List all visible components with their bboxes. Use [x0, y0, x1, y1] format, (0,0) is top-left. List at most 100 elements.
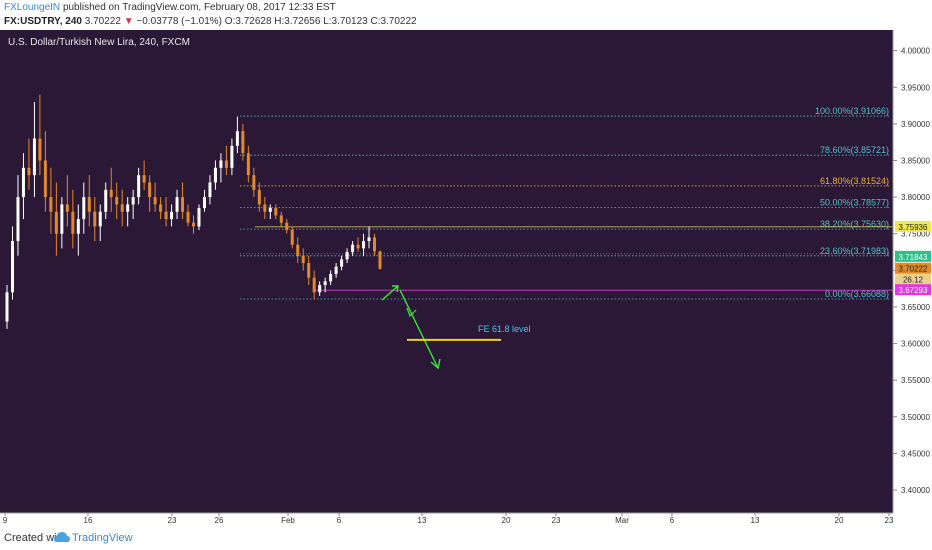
y-tick-label: 3.85000 — [901, 156, 930, 165]
x-tick-label: 13 — [751, 516, 760, 525]
x-tick-label: 13 — [418, 516, 427, 525]
candle-body — [378, 251, 382, 269]
y-tick-label: 3.50000 — [901, 413, 930, 422]
x-tick-label: 16 — [84, 516, 93, 525]
y-tick-label: 3.80000 — [901, 193, 930, 202]
arrow-head-icon — [406, 307, 417, 318]
fib-level-label: 38.20%(3.75630) — [820, 219, 889, 229]
x-tick-label: 6 — [670, 516, 675, 525]
candle-body — [5, 292, 9, 322]
symbol: FX:USDTRY, 240 — [4, 16, 82, 27]
candle-body — [164, 211, 168, 220]
y-tick-label: 3.95000 — [901, 83, 930, 92]
candle-body — [27, 167, 31, 176]
tradingview-brand[interactable]: TradingView — [72, 532, 133, 544]
candle-body — [148, 182, 152, 198]
ohlc-line: FX:USDTRY, 240 3.70222 ▼ −0.03778 (−1.01… — [4, 16, 417, 27]
fib-level-label: 50.00%(3.78577) — [820, 198, 889, 208]
price-badge — [895, 262, 931, 274]
arrow-head-icon — [392, 285, 399, 293]
candle-body — [257, 189, 261, 205]
candle-body — [213, 167, 217, 183]
candle-body — [43, 160, 47, 198]
price-badge — [895, 284, 931, 296]
candle-body — [274, 208, 278, 216]
candle-body — [235, 131, 239, 146]
x-tick-label: 9 — [3, 516, 8, 525]
chart-title: U.S. Dollar/Turkish New Lira, 240, FXCM — [8, 37, 190, 48]
candle-body — [153, 197, 157, 205]
candle-body — [137, 175, 141, 198]
fib-level-label: 23.60%(3.71983) — [820, 246, 889, 256]
price-chart[interactable]: U.S. Dollar/Turkish New Lira, 240, FXCM … — [0, 30, 932, 526]
created-with-text: Created with — [4, 532, 66, 544]
candle-body — [159, 204, 163, 212]
fe-target-label: FE 61.8 level — [478, 324, 531, 334]
x-tick-label: 20 — [835, 516, 844, 525]
candle-body — [142, 175, 146, 183]
candle-body — [170, 211, 174, 220]
candle-body — [285, 222, 289, 231]
candle-body — [93, 211, 97, 227]
candle-body — [109, 189, 113, 198]
x-tick-label: 23 — [552, 516, 561, 525]
candle-body — [268, 208, 272, 212]
candle-body — [126, 204, 130, 212]
candle-body — [49, 197, 53, 212]
price-badge — [895, 273, 931, 285]
candle-body — [186, 211, 190, 223]
candle-body — [104, 189, 108, 212]
candle-body — [312, 277, 316, 293]
price-badge-label: 26.12 — [903, 275, 924, 284]
candle-body — [175, 197, 179, 212]
down-arrow-icon: ▼ — [123, 16, 134, 27]
candle-body — [296, 244, 300, 256]
projection-arrow-down — [399, 289, 439, 369]
candle-body — [290, 230, 294, 245]
price-badge-label: 3.71843 — [899, 253, 928, 262]
candle-body — [192, 222, 195, 227]
candle-body — [323, 281, 327, 285]
footer: Created with TradingView — [0, 526, 932, 550]
publish-info: FXLoungeIN published on TradingView.com,… — [4, 2, 336, 13]
candle-body — [367, 237, 371, 242]
candle-body — [301, 255, 305, 264]
fib-level-label: 100.00%(3.91066) — [815, 106, 889, 116]
candle-body — [98, 211, 102, 227]
tradingview-cloud-icon — [54, 532, 70, 542]
candle-body — [345, 252, 349, 260]
candle-body — [208, 182, 212, 198]
candle-body — [10, 241, 14, 293]
y-tick-label: 3.90000 — [901, 120, 930, 129]
candle-body — [329, 274, 333, 282]
y-tick-label: 4.00000 — [901, 47, 930, 56]
author-link[interactable]: FXLoungeIN — [4, 2, 61, 13]
candle-body — [32, 138, 36, 176]
y-tick-label: 3.40000 — [901, 486, 930, 495]
candle-body — [115, 197, 119, 205]
candle-body — [241, 131, 245, 154]
candle-body — [252, 175, 256, 190]
candle-body — [279, 215, 283, 223]
candle-body — [246, 153, 250, 176]
last-price: 3.70222 — [84, 16, 121, 27]
ohlc-values: O:3.72628 H:3.72656 L:3.70123 C:3.70222 — [224, 16, 417, 27]
time-axis-background — [0, 513, 893, 526]
candle-body — [219, 160, 223, 168]
candle-body — [65, 204, 69, 212]
chart-area[interactable]: U.S. Dollar/Turkish New Lira, 240, FXCM … — [0, 30, 932, 526]
candle-body — [87, 197, 91, 212]
y-tick-label: 3.55000 — [901, 376, 930, 385]
price-badge-label: 3.75936 — [899, 223, 928, 232]
candle-body — [230, 145, 234, 168]
candle-body — [224, 160, 228, 168]
price-change: −0.03778 (−1.01%) — [136, 16, 223, 27]
candle-body — [16, 197, 20, 242]
candle-body — [307, 263, 311, 278]
candle-body — [362, 241, 366, 249]
candle-body — [263, 204, 267, 212]
fib-level-label: 78.60%(3.85721) — [820, 145, 889, 155]
x-tick-label: Mar — [615, 516, 629, 525]
candle-body — [351, 244, 355, 253]
price-badge-label: 3.67293 — [899, 286, 928, 295]
